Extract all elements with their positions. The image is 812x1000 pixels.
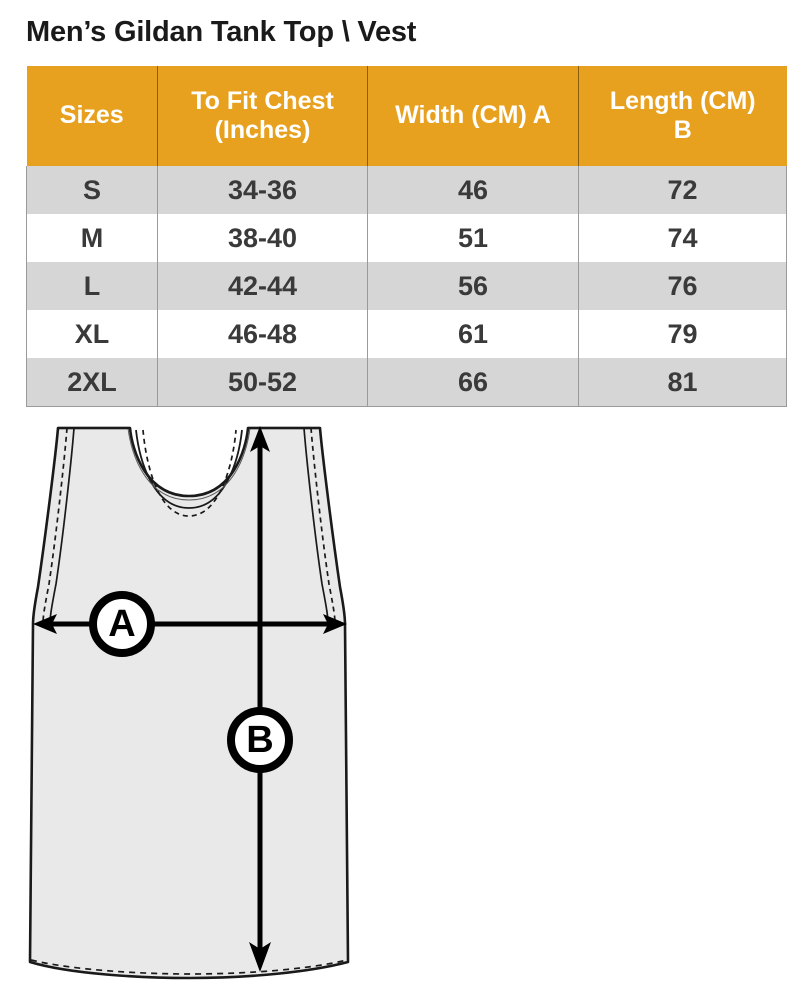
page-title: Men’s Gildan Tank Top \ Vest xyxy=(26,16,417,48)
cell-length: 81 xyxy=(578,358,787,407)
table-row: L 42-44 56 76 xyxy=(26,262,787,310)
measure-b-label: B xyxy=(246,719,273,761)
column-header-sizes-line1: Sizes xyxy=(59,101,124,130)
column-header-chest-line2: (Inches) xyxy=(214,116,311,144)
cell-size: S xyxy=(26,166,158,214)
measure-b-arrow xyxy=(249,426,271,972)
measure-a-label: A xyxy=(108,603,135,645)
cell-chest: 38-40 xyxy=(157,214,368,262)
cell-size: M xyxy=(26,214,158,262)
column-header-width: Width (CM) A xyxy=(367,66,579,166)
armhole-right-binding-edge xyxy=(303,427,329,625)
cell-length: 79 xyxy=(578,310,787,358)
column-header-length-line2: B xyxy=(673,116,692,144)
cell-chest: 42-44 xyxy=(157,262,368,310)
cell-chest: 46-48 xyxy=(157,310,368,358)
table-row: S 34-36 46 72 xyxy=(26,166,787,214)
cell-chest: 34-36 xyxy=(157,166,368,214)
size-chart-table: Sizes To Fit Chest (Inches) Width (CM) A… xyxy=(26,66,787,407)
cell-width: 66 xyxy=(367,358,579,407)
column-header-sizes: Sizes xyxy=(26,66,158,166)
cell-width: 51 xyxy=(367,214,579,262)
tank-top-outline xyxy=(28,426,350,980)
column-header-chest: To Fit Chest (Inches) xyxy=(157,66,368,166)
table-row: M 38-40 51 74 xyxy=(26,214,787,262)
column-header-width-line1: Width (CM) A xyxy=(395,101,551,130)
column-header-length-line1: Length (CM) xyxy=(609,86,756,115)
cell-width: 46 xyxy=(367,166,579,214)
measure-b-badge: B xyxy=(227,707,293,773)
cell-length: 76 xyxy=(578,262,787,310)
garment-diagram: A B xyxy=(0,412,406,1000)
measure-a-badge: A xyxy=(89,591,155,657)
armhole-right-stitch-dashed xyxy=(310,427,336,625)
cell-size: 2XL xyxy=(26,358,158,407)
cell-width: 56 xyxy=(367,262,579,310)
table-header-row: Sizes To Fit Chest (Inches) Width (CM) A… xyxy=(26,66,787,166)
table-row: XL 46-48 61 79 xyxy=(26,310,787,358)
armhole-left-stitch-dashed xyxy=(42,427,68,625)
cell-length: 74 xyxy=(578,214,787,262)
cell-size: XL xyxy=(26,310,158,358)
neckline-binding-inner-edge xyxy=(135,429,243,509)
cell-chest: 50-52 xyxy=(157,358,368,407)
table-row: 2XL 50-52 66 81 xyxy=(26,358,787,407)
armhole-left-binding-edge xyxy=(49,427,75,625)
hem-stitch-dashed xyxy=(30,959,348,975)
cell-size: L xyxy=(26,262,158,310)
cell-width: 61 xyxy=(367,310,579,358)
column-header-chest-line1: To Fit Chest xyxy=(191,86,334,115)
column-header-length: Length (CM) B xyxy=(578,66,787,166)
neckline-contour-secondary xyxy=(127,427,251,501)
cell-length: 72 xyxy=(578,166,787,214)
